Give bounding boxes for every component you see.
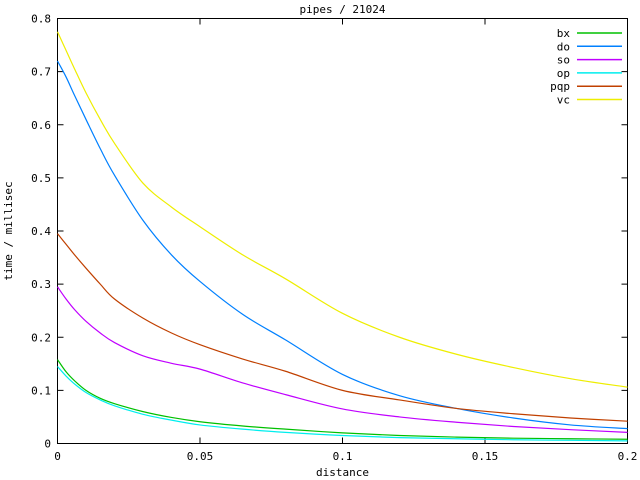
legend-label-op: op xyxy=(557,67,570,80)
series-line-do xyxy=(56,60,628,430)
legend-label-so: so xyxy=(557,54,570,67)
x-tick-label: 0 xyxy=(54,450,61,463)
legend-label-pqp: pqp xyxy=(550,80,570,93)
legend-label-bx: bx xyxy=(557,27,571,40)
series-line-vc xyxy=(56,31,628,388)
x-tick-label: 0.2 xyxy=(618,450,638,463)
legend-label-do: do xyxy=(557,40,570,53)
y-tick-label: 0.3 xyxy=(31,278,51,291)
y-tick-label: 0.1 xyxy=(31,384,51,397)
chart-title: pipes / 21024 xyxy=(299,3,385,16)
series-line-so xyxy=(57,286,628,433)
series-line-pqp xyxy=(57,233,628,422)
x-tick-label: 0.15 xyxy=(472,450,499,463)
series-line-op xyxy=(57,366,628,442)
legend-label-vc: vc xyxy=(557,94,570,107)
plot-border xyxy=(57,18,628,444)
y-tick-label: 0.5 xyxy=(31,172,51,185)
y-axis-label: time / millisec xyxy=(2,181,15,280)
y-tick-label: 0.7 xyxy=(31,66,51,79)
y-tick-label: 0.8 xyxy=(31,13,51,26)
y-tick-label: 0 xyxy=(44,438,51,451)
y-tick-label: 0.6 xyxy=(31,119,51,132)
x-tick-label: 0.05 xyxy=(187,450,214,463)
y-tick-label: 0.4 xyxy=(31,225,51,238)
x-tick-label: 0.1 xyxy=(333,450,353,463)
series-line-bx xyxy=(57,359,628,440)
x-axis-label: distance xyxy=(316,466,369,479)
y-tick-label: 0.2 xyxy=(31,331,51,344)
